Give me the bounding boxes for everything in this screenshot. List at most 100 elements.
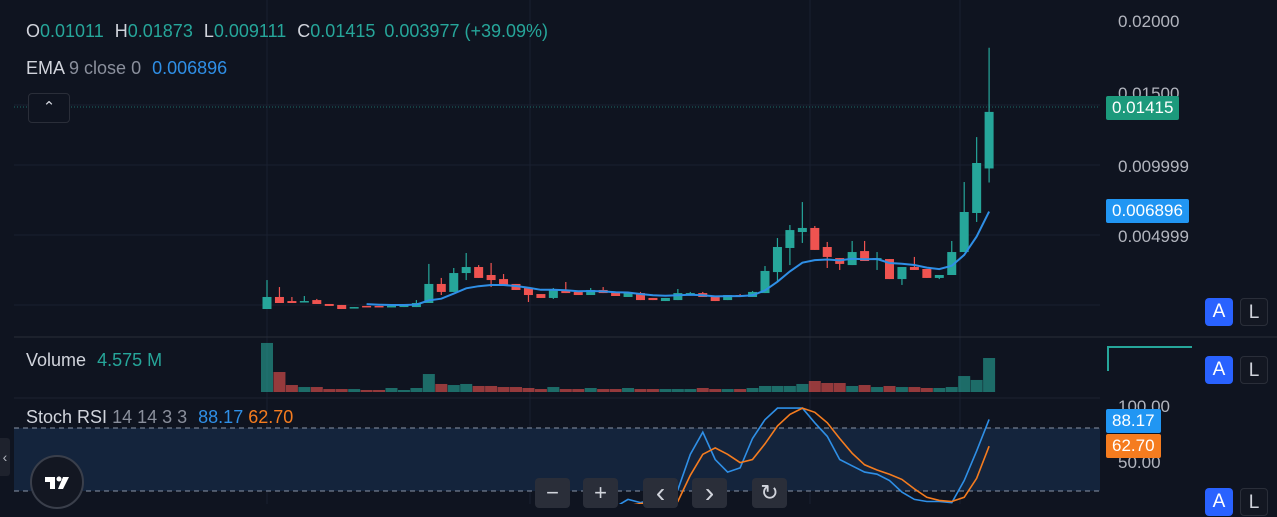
volume-bar — [435, 383, 448, 392]
candle-up — [760, 266, 770, 294]
auto-scale-button[interactable]: A — [1205, 488, 1233, 516]
auto-scale-button[interactable]: A — [1205, 356, 1233, 384]
candles — [262, 47, 994, 310]
high-value: 0.01873 — [127, 21, 193, 41]
volume-bar — [771, 385, 784, 392]
volume-bar — [273, 372, 286, 392]
candle-down — [274, 287, 284, 303]
log-scale-button[interactable]: L — [1240, 488, 1268, 516]
ema-legend[interactable]: EMA 9 close 0 0.006896 — [26, 58, 227, 79]
stoch-d-tag: 62.70 — [1106, 434, 1161, 458]
grid-lines — [14, 0, 1100, 504]
volume-bar — [759, 385, 771, 392]
candle-body — [611, 291, 621, 296]
collapse-legend-button[interactable]: ⌃ — [28, 93, 70, 123]
zoom-out-button[interactable]: − — [535, 478, 570, 508]
candle-up — [797, 202, 807, 243]
volume-bar — [646, 389, 659, 392]
candle-up — [387, 305, 396, 308]
volume-bar — [584, 387, 597, 392]
candle-body — [424, 283, 434, 303]
candle-body — [785, 230, 795, 248]
reset-chart-button[interactable]: ↻ — [752, 478, 787, 508]
volume-bar — [360, 389, 373, 392]
volume-bar — [858, 385, 871, 392]
candle-down — [312, 298, 322, 304]
candle-body — [486, 275, 496, 281]
auto-scale-button[interactable]: A — [1205, 298, 1233, 326]
candle-body — [623, 293, 633, 297]
candle-body — [561, 289, 571, 294]
tradingview-logo[interactable] — [30, 455, 84, 509]
candle-down — [337, 304, 347, 310]
log-scale-button[interactable]: L — [1240, 356, 1268, 384]
candle-up — [984, 47, 994, 183]
candle-down — [536, 294, 546, 298]
volume-bar — [659, 389, 672, 392]
volume-bar — [883, 385, 896, 392]
stoch-legend[interactable]: Stoch RSI 14 14 3 3 88.17 62.70 — [26, 407, 293, 428]
volume-legend[interactable]: Volume 4.575 M — [26, 350, 162, 371]
volume-bar — [684, 389, 697, 392]
ema-price-tag: 0.006896 — [1106, 199, 1189, 223]
candle-down — [324, 303, 334, 306]
zoom-in-button[interactable]: + — [583, 478, 618, 508]
candle-body — [312, 300, 322, 304]
candle-body — [299, 301, 309, 303]
candle-body — [636, 293, 645, 301]
volume-bar — [460, 383, 473, 392]
candle-body — [934, 275, 944, 278]
scroll-left-button[interactable]: ‹ — [643, 478, 678, 508]
candle-body — [499, 279, 509, 285]
candle-body — [909, 267, 919, 270]
volume-bar — [397, 389, 410, 392]
price-tick: 0.009999 — [1118, 157, 1189, 176]
ohlc-legend: O0.01011 H0.01873 L0.009111 C0.01415 0.0… — [26, 21, 548, 42]
volume-bar — [634, 389, 647, 392]
volume-bar — [671, 389, 684, 392]
scroll-right-button[interactable]: › — [692, 478, 727, 508]
candle-down — [922, 268, 932, 278]
log-scale-button[interactable]: L — [1240, 298, 1268, 326]
candle-body — [710, 296, 720, 302]
candle-down — [909, 256, 919, 270]
candle-down — [436, 277, 446, 296]
candle-body — [324, 303, 334, 306]
volume-bar — [373, 389, 386, 392]
candle-up — [947, 240, 957, 275]
stoch-d-value: 62.70 — [248, 407, 294, 427]
candle-body — [337, 304, 347, 310]
volume-bar — [796, 383, 809, 392]
candle-up — [349, 307, 359, 309]
volume-bar — [534, 389, 547, 392]
volume-bar — [410, 387, 423, 392]
side-panel-toggle[interactable]: ‹ — [0, 438, 10, 476]
candle-body — [959, 212, 969, 253]
candle-body — [536, 294, 546, 298]
candle-body — [822, 247, 832, 257]
candle-body — [262, 296, 272, 310]
candle-body — [897, 267, 907, 280]
candle-body — [548, 289, 558, 298]
volume-bar — [734, 389, 747, 392]
stoch-k-tag: 88.17 — [1106, 409, 1161, 433]
volume-bars — [261, 342, 996, 392]
candle-body — [449, 273, 459, 292]
volume-bar — [522, 387, 535, 392]
candle-down — [287, 296, 297, 303]
volume-bar — [597, 389, 610, 392]
candle-up — [660, 297, 670, 302]
candle-body — [660, 297, 670, 302]
candle-down — [822, 241, 832, 268]
close-label: C — [297, 21, 311, 41]
volume-bar — [298, 387, 311, 392]
candle-body — [474, 267, 484, 278]
chevron-left-icon: ‹ — [2, 449, 8, 465]
candle-body — [723, 295, 733, 301]
volume-bar — [261, 342, 273, 392]
volume-bar — [510, 387, 522, 392]
candle-up — [424, 263, 434, 303]
candle-body — [399, 304, 409, 308]
volume-bar — [808, 381, 821, 392]
chevron-up-icon: ⌃ — [42, 99, 56, 116]
